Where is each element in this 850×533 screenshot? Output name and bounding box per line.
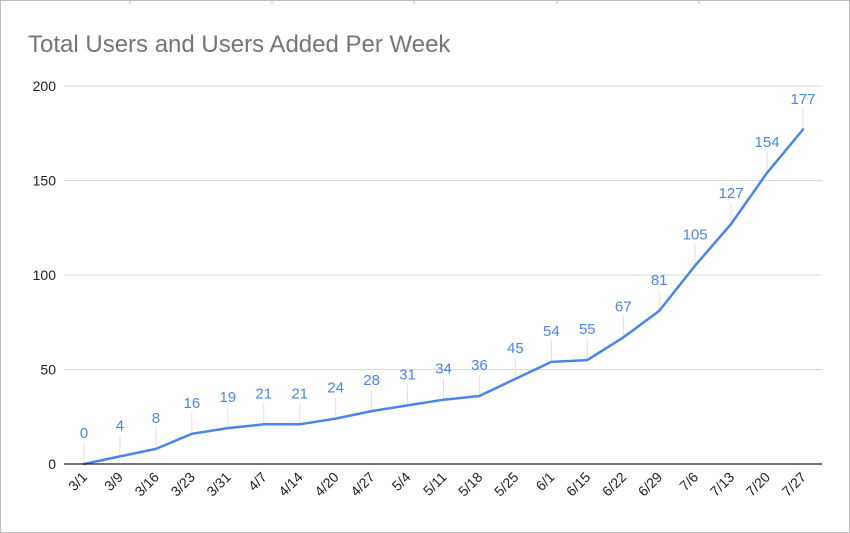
data-labels: 0 4 8 16 19 21 21 24 28 31 34 36 45 54 55 67 81 105 127 154… bbox=[80, 91, 816, 442]
data-label: 24 bbox=[327, 380, 344, 397]
x-tick-label: 6/29 bbox=[635, 469, 666, 500]
x-tick-label: 3/1 bbox=[65, 469, 90, 494]
x-tick-label: 5/25 bbox=[491, 469, 522, 500]
x-tick-label: 6/22 bbox=[599, 469, 630, 500]
y-tick-label: 100 bbox=[33, 267, 57, 283]
data-label: 154 bbox=[755, 134, 780, 151]
x-tick-label: 6/15 bbox=[563, 469, 594, 500]
data-label: 55 bbox=[579, 321, 596, 338]
gridlines bbox=[64, 85, 822, 370]
series-line-group bbox=[82, 128, 805, 466]
x-tick-label: 4/14 bbox=[275, 469, 306, 500]
data-label: 34 bbox=[435, 361, 452, 378]
data-label: 16 bbox=[184, 395, 201, 412]
data-label: 127 bbox=[719, 185, 744, 202]
data-label: 45 bbox=[507, 340, 524, 357]
data-label: 21 bbox=[255, 385, 272, 402]
label-leader-lines bbox=[83, 109, 804, 463]
y-axis-ticks: 0 50 100 150 200 bbox=[33, 78, 57, 472]
data-label: 21 bbox=[291, 385, 308, 402]
x-tick-label: 3/16 bbox=[131, 469, 162, 500]
x-tick-label: 5/11 bbox=[420, 469, 450, 499]
y-tick-label: 200 bbox=[33, 78, 57, 94]
data-label: 81 bbox=[651, 272, 668, 289]
data-label: 105 bbox=[683, 227, 708, 244]
data-label: 36 bbox=[471, 357, 488, 374]
y-tick-label: 150 bbox=[33, 173, 57, 189]
x-tick-label: 7/6 bbox=[676, 469, 701, 494]
x-tick-label: 5/18 bbox=[455, 469, 486, 500]
x-tick-label: 3/31 bbox=[203, 469, 234, 500]
data-label: 4 bbox=[116, 417, 124, 434]
data-label: 8 bbox=[152, 410, 160, 427]
series-line bbox=[82, 128, 805, 466]
data-label: 67 bbox=[615, 298, 632, 315]
x-tick-label: 7/20 bbox=[743, 469, 774, 500]
x-tick-label: 6/1 bbox=[532, 469, 557, 494]
chart-title: Total Users and Users Added Per Week bbox=[28, 31, 451, 58]
y-tick-label: 50 bbox=[40, 362, 56, 378]
x-tick-label: 5/4 bbox=[389, 469, 414, 494]
x-tick-label: 4/20 bbox=[311, 469, 342, 500]
data-label: 31 bbox=[399, 366, 416, 383]
data-label: 19 bbox=[219, 389, 236, 406]
y-tick-label: 0 bbox=[48, 456, 56, 472]
x-tick-label: 3/23 bbox=[167, 469, 198, 500]
data-label: 177 bbox=[790, 91, 815, 108]
x-axis-ticks: 3/1 3/9 3/16 3/23 3/31 4/7 4/14 4/20 4/27 5/4 5/11… bbox=[65, 469, 809, 500]
x-tick-label: 7/27 bbox=[779, 469, 810, 500]
x-tick-label: 3/9 bbox=[101, 469, 126, 494]
data-label: 28 bbox=[363, 372, 380, 389]
x-tick-label: 7/13 bbox=[707, 469, 738, 500]
x-tick-label: 4/27 bbox=[347, 469, 378, 500]
x-tick-label: 4/7 bbox=[245, 469, 270, 494]
data-label: 54 bbox=[543, 323, 560, 340]
data-label: 0 bbox=[80, 425, 88, 442]
